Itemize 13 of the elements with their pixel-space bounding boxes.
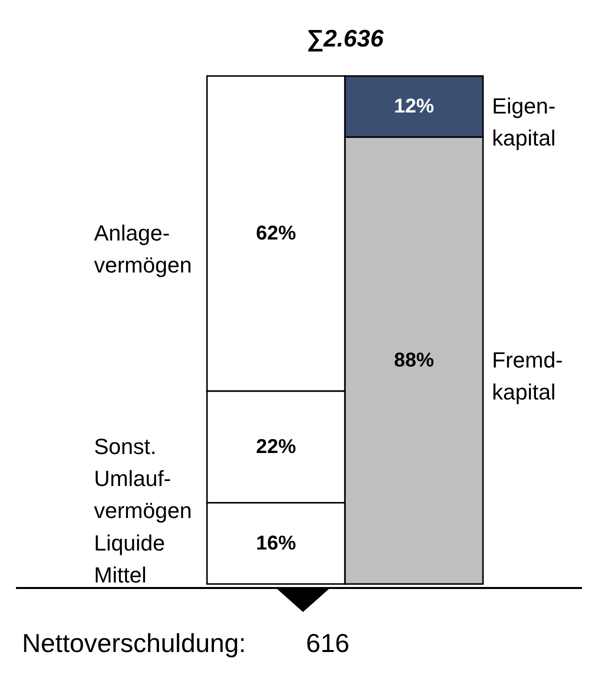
data-label: 12% (394, 95, 434, 118)
series-label: Anlage- vermögen (94, 220, 192, 278)
data-label: 62% (256, 222, 296, 244)
text: Nettoverschuldung: (22, 628, 246, 659)
series-label: Liquide Mittel (94, 530, 165, 588)
series-label: Sonst. Umlauf- vermögen (94, 434, 192, 523)
series-label: Eigen- kapital (492, 93, 556, 150)
data-label: 16% (256, 532, 296, 554)
data-label: 88% (394, 349, 434, 372)
text: 616 (306, 628, 350, 659)
chart-title: ∑2.636 (306, 25, 384, 52)
data-label: 22% (256, 436, 296, 458)
series-label: Fremd- kapital (492, 347, 563, 404)
